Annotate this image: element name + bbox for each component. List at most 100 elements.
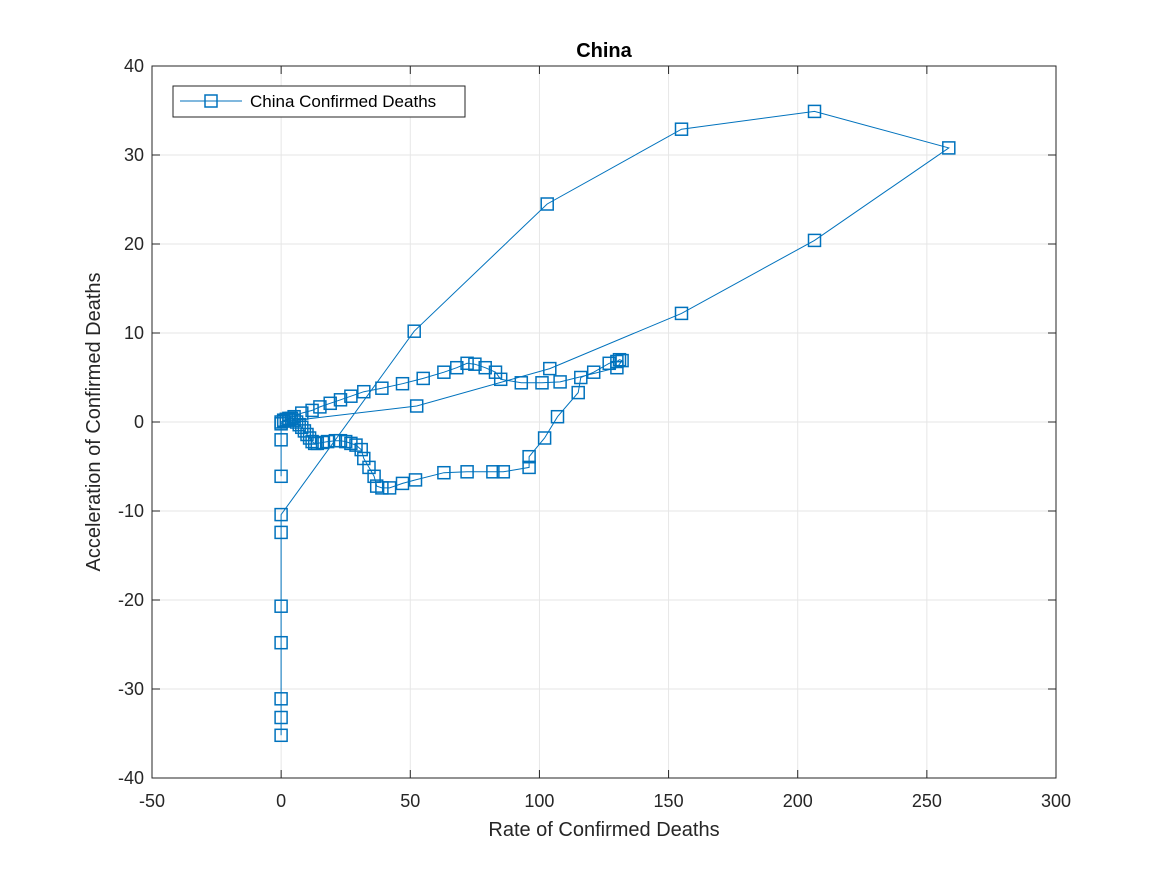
x-tick-label: 300 — [1041, 791, 1071, 811]
x-axis-label: Rate of Confirmed Deaths — [488, 819, 719, 841]
legend: China Confirmed Deaths — [172, 85, 466, 118]
y-tick-label: -30 — [118, 679, 144, 699]
data-point-marker — [367, 469, 381, 484]
y-tick-label: 20 — [124, 234, 144, 254]
data-point-marker — [274, 599, 288, 613]
data-point-marker — [333, 393, 348, 407]
x-tick-label: 0 — [276, 791, 286, 811]
data-point-marker — [333, 433, 348, 448]
data-point-marker — [375, 381, 389, 395]
chart-title: China — [576, 40, 632, 62]
data-point-marker — [295, 406, 309, 420]
data-point-marker — [320, 434, 335, 449]
data-point-marker — [478, 360, 492, 375]
data-point-marker — [395, 476, 410, 491]
data-point-marker — [274, 710, 288, 725]
legend-label: China Confirmed Deaths — [250, 92, 436, 111]
data-point-marker — [543, 361, 557, 376]
y-tick-label: 30 — [124, 145, 144, 165]
y-tick-label: 10 — [124, 323, 144, 343]
data-point-marker — [674, 306, 689, 321]
data-point-marker — [571, 385, 585, 400]
data-point-marker — [357, 451, 371, 466]
y-tick-label: -20 — [118, 590, 144, 610]
legend-marker — [204, 94, 218, 108]
data-point-marker — [282, 412, 296, 427]
data-point-marker — [274, 469, 288, 484]
data-point-marker — [274, 635, 288, 650]
data-point-marker — [349, 438, 363, 452]
data-point-marker — [344, 389, 358, 403]
data-point-marker — [300, 427, 314, 442]
data-point-marker — [274, 417, 288, 431]
data-point-marker — [807, 233, 822, 248]
data-point-marker — [407, 324, 421, 338]
y-tick-label: 40 — [124, 56, 144, 76]
data-point-marker — [338, 434, 353, 449]
x-tick-label: 150 — [654, 791, 684, 811]
data-point-marker — [409, 399, 424, 413]
data-point-marker — [437, 465, 451, 480]
data-point-marker — [274, 525, 288, 540]
data-point-marker — [375, 481, 389, 495]
data-point-marker — [540, 197, 554, 211]
y-tick-label: -10 — [118, 501, 144, 521]
data-point-marker — [574, 370, 588, 385]
data-point-marker — [297, 424, 312, 438]
y-tick-label: 0 — [134, 412, 144, 432]
data-point-marker — [468, 357, 482, 371]
data-point-marker — [437, 365, 451, 379]
data-point-marker — [305, 403, 319, 418]
data-point-marker — [942, 141, 956, 155]
data-point-marker — [807, 104, 822, 119]
data-point-marker — [488, 365, 503, 379]
data-point-marker — [496, 465, 511, 479]
data-point-marker — [305, 434, 319, 449]
data-point-marker — [612, 352, 627, 367]
data-point-marker — [323, 396, 337, 411]
data-point-marker — [295, 420, 309, 435]
data-point-marker — [310, 436, 325, 451]
data-point-marker — [274, 728, 288, 743]
data-point-marker — [674, 122, 689, 136]
series-line — [280, 110, 950, 736]
data-point-marker — [550, 409, 565, 424]
x-tick-label: 250 — [912, 791, 942, 811]
data-point-marker — [486, 465, 500, 479]
data-point-marker — [522, 460, 536, 475]
data-point-marker — [460, 356, 474, 371]
data-point-marker — [416, 371, 430, 386]
ticks: -50 0 50 100 150 200 250 300 -40 -30 -20 -10 0 10 20 30… — [118, 56, 1071, 811]
data-point-marker — [315, 435, 330, 450]
data-point-marker — [610, 360, 624, 375]
data-point-marker — [274, 692, 288, 706]
x-tick-label: 100 — [524, 791, 554, 811]
y-axis-label: Acceleration of Confirmed Deaths — [83, 272, 105, 571]
data-point-marker — [553, 375, 567, 389]
data-point-marker — [287, 409, 301, 424]
data-point-marker — [586, 365, 601, 379]
x-tick-label: 50 — [400, 791, 420, 811]
data-point-marker — [514, 376, 529, 390]
data-point-marker — [460, 465, 474, 479]
data-point-marker — [362, 460, 376, 475]
y-tick-label: -40 — [118, 768, 144, 788]
data-point-marker — [354, 442, 368, 457]
data-point-marker — [493, 372, 508, 387]
x-tick-label: -50 — [139, 791, 165, 811]
data-point-marker — [395, 376, 410, 391]
data-point-marker — [274, 433, 288, 447]
data-point-marker — [535, 376, 549, 390]
data-point-marker — [369, 479, 384, 493]
data-point-marker — [274, 507, 288, 522]
data-point-marker — [276, 414, 291, 428]
data-point-marker — [450, 360, 464, 375]
data-point-marker — [522, 449, 536, 464]
data-point-marker — [602, 356, 616, 371]
data-point-marker — [615, 353, 629, 368]
x-tick-label: 200 — [783, 791, 813, 811]
data-point-marker — [537, 431, 552, 445]
data-point-marker — [313, 400, 327, 414]
data-point-marker — [408, 473, 423, 487]
